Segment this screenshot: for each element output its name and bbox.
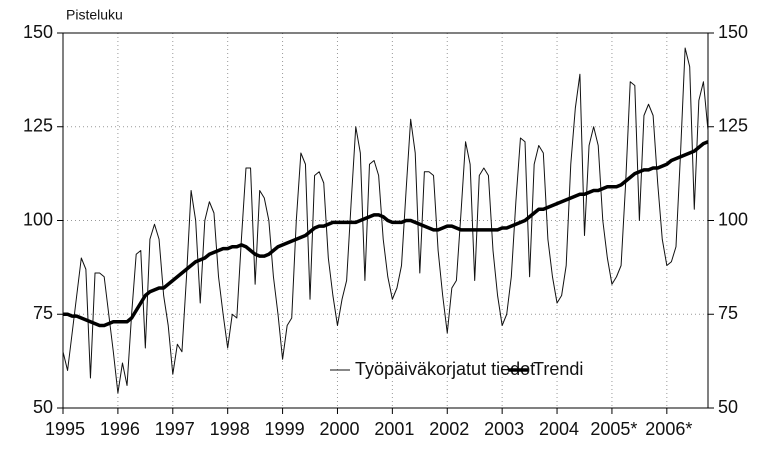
x-tick-label: 1996 xyxy=(100,419,140,439)
y-tick-label: 125 xyxy=(23,116,53,136)
x-tick-label: 2001 xyxy=(374,419,414,439)
y-tick-label: 75 xyxy=(33,303,53,323)
y-axis-label: Pisteluku xyxy=(66,7,123,23)
x-tick-label: 1999 xyxy=(265,419,305,439)
y2-tick-label: 150 xyxy=(718,22,748,42)
series-line xyxy=(62,47,709,394)
x-tick-label: 2003 xyxy=(484,419,524,439)
x-tick-label: 2004 xyxy=(539,419,579,439)
legend-label: Trendi xyxy=(533,359,583,379)
y-tick-label: 50 xyxy=(33,397,53,417)
y2-tick-label: 75 xyxy=(718,303,738,323)
x-tick-label: 2000 xyxy=(319,419,359,439)
x-tick-label: 1998 xyxy=(210,419,250,439)
y2-tick-label: 125 xyxy=(718,116,748,136)
x-tick-label: 2002 xyxy=(429,419,469,439)
y-tick-label: 100 xyxy=(23,209,53,229)
x-tick-label: 2006* xyxy=(645,419,692,439)
x-tick-label: 2005* xyxy=(590,419,637,439)
x-tick-label: 1995 xyxy=(45,419,85,439)
series-line xyxy=(63,140,709,328)
y2-tick-label: 50 xyxy=(718,397,738,417)
x-tick-label: 1997 xyxy=(155,419,195,439)
y-tick-label: 150 xyxy=(23,22,53,42)
legend-label: Työpäiväkorjatut tiedot xyxy=(355,359,535,379)
y2-tick-label: 100 xyxy=(718,209,748,229)
plot-frame xyxy=(62,32,709,409)
